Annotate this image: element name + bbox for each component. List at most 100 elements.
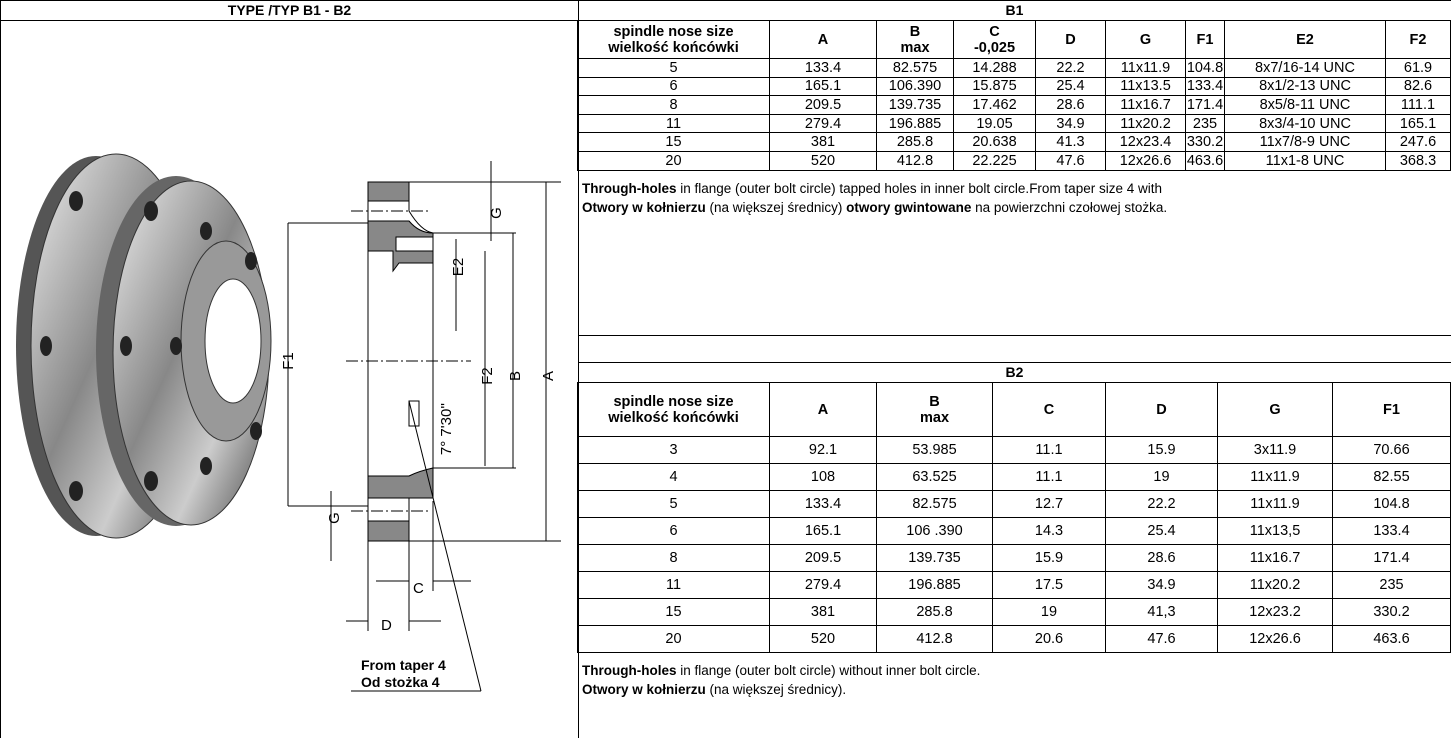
note-text: (na większej średnicy) [705,199,847,215]
note-text: (na większej średnicy). [705,682,847,697]
cell: 8x1/2-13 UNC [1224,76,1386,97]
cell: 111.1 [1385,95,1451,115]
header-line: max [919,409,950,426]
header-line: wielkość końcówki [608,39,739,56]
cell: 8 [577,95,770,115]
cell: 171.4 [1332,544,1451,572]
table-row: 15 381 285.8 20.638 41.3 12x23.4 330.2 11x7/8-9… [577,132,1451,152]
cell: 463.6 [1332,625,1451,653]
table-row: 6 165.1 106.390 15.875 25.4 11x13.5 133.4 8x1/2… [577,76,1451,97]
column-header: D [1105,382,1218,437]
cell: 133.4 [1185,76,1225,97]
cell: 20 [577,625,770,653]
cell: 12x26.6 [1217,625,1333,653]
column-header: C [992,382,1106,437]
table-row: 11 279.4 196.885 17.5 34.9 11x20.2 235 [577,571,1451,599]
cell: 92.1 [769,436,877,464]
cell: 53.985 [876,436,993,464]
cell: 106.390 [876,76,954,97]
header-line: F1 [1196,31,1214,48]
cell: 139.735 [876,544,993,572]
cell: 412.8 [876,150,954,171]
cell: 104.8 [1185,58,1225,78]
cell: 279.4 [769,113,877,134]
cell: 11x20.2 [1105,113,1186,134]
table-row: 11 279.4 196.885 19.05 34.9 11x20.2 235 8x3/4-1… [577,113,1451,134]
table-row: 3 92.1 53.985 11.1 15.9 3x11.9 70.66 [577,436,1451,464]
column-header: spindle nose size wielkość końcówki [577,382,770,437]
column-header: C -0,025 [953,20,1036,59]
note-text: otwory gwintowane [846,199,972,215]
cell: 20 [577,150,770,171]
dim-label: D [381,617,392,634]
header-line: C [989,23,1000,40]
table-row: 15 381 285.8 19 41,3 12x23.2 330.2 [577,598,1451,626]
cell: 139.735 [876,95,954,115]
column-header: A [769,20,877,59]
cell: 22.225 [953,150,1036,171]
cell: 6 [577,76,770,97]
cell: 11x11.9 [1105,58,1186,78]
cell: 47.6 [1035,150,1106,171]
cell: 19 [1105,463,1218,491]
note-line: Otwory w kołnierzu (na większej średnicy… [582,198,1447,217]
table-row: 8 209.5 139.735 15.9 28.6 11x16.7 171.4 [577,544,1451,572]
cell: 15.9 [1105,436,1218,464]
cell: 8 [577,544,770,572]
header-line: B [909,23,921,40]
cell: 133.4 [1332,517,1451,545]
cell: 11.1 [992,463,1106,491]
cell: 520 [769,150,877,171]
column-header: spindle nose size wielkość końcówki [577,20,770,59]
drawing-note: From taper 4 [361,657,446,673]
table-note: Through-holes in flange (outer bolt circ… [578,171,1451,225]
header-line: G [1139,31,1152,48]
note-text: Otwory w kołnierzu [582,682,706,697]
header-line: A [817,31,829,48]
cell: 20.638 [953,132,1036,152]
cell: 11 [577,571,770,599]
cell: 3 [577,436,770,464]
cell: 12x26.6 [1105,150,1186,171]
header-line: spindle nose size [613,393,734,410]
cell: 25.4 [1035,76,1106,97]
column-header: G [1105,20,1186,59]
cell: 11.1 [992,436,1106,464]
cell: 17.462 [953,95,1036,115]
cell: 285.8 [876,598,993,626]
cell: 82.55 [1332,463,1451,491]
cell: 235 [1332,571,1451,599]
header-line: E2 [1296,31,1314,48]
column-header: D [1035,20,1106,59]
column-header: G [1217,382,1333,437]
cell: 14.3 [992,517,1106,545]
dim-label: B [507,371,524,381]
cell: 8x3/4-10 UNC [1224,113,1386,134]
cell: 63.525 [876,463,993,491]
table-title: B1 [578,1,1451,21]
note-text: Through-holes [582,663,677,678]
angle-label: 7° 7'30'' [438,403,455,455]
header-line: B [929,393,940,410]
cell: 34.9 [1035,113,1106,134]
drawing: G E2 F1 F2 B A 7° 7'30'' G C D From tape… [16,153,561,692]
table-row: 5 133.4 82.575 14.288 22.2 11x11.9 104.8 8x7/16… [577,58,1451,78]
cell: 82.6 [1385,76,1451,97]
column-header: F1 [1185,20,1225,59]
dim-label: F1 [280,352,297,370]
cell: 19.05 [953,113,1036,134]
cell: 47.6 [1105,625,1218,653]
cell: 17.5 [992,571,1106,599]
cell: 412.8 [876,625,993,653]
table-row: 6 165.1 106 .390 14.3 25.4 11x13,5 133.4 [577,517,1451,545]
cell: 381 [769,132,877,152]
header-line: -0,025 [973,39,1016,56]
table-row: 20 520 412.8 20.6 47.6 12x26.6 463.6 [577,625,1451,653]
cell: 106 .390 [876,517,993,545]
